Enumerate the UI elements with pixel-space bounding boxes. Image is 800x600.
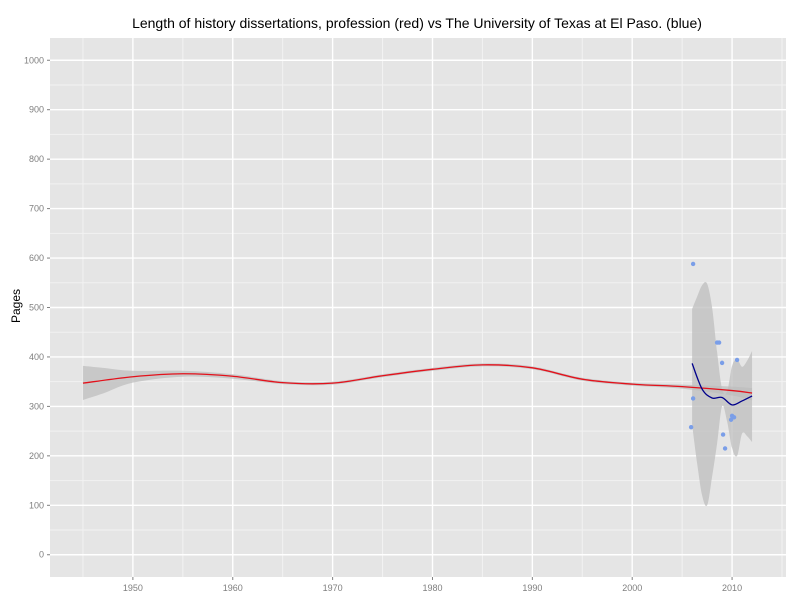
data-point [716,340,722,345]
y-tick-label: 100 [29,500,44,510]
y-axis-ticks: 0 100 200 300 400 500 600 700 800 900 1000 [24,55,50,560]
x-tick-label: 2000 [622,583,642,593]
x-axis-ticks: 1950 1960 1970 1980 1990 2000 2010 [123,577,742,593]
y-tick-label: 400 [29,352,44,362]
y-tick-label: 700 [29,204,44,214]
data-point [731,415,737,420]
data-points [688,261,740,451]
y-tick-label: 0 [39,550,44,560]
y-tick-label: 300 [29,401,44,411]
y-tick-label: 900 [29,105,44,115]
utep-trend-line [691,363,753,406]
data-point [722,446,728,451]
data-point [734,357,740,363]
data-point [688,424,694,430]
y-tick-label: 600 [29,253,44,263]
chart-title: Length of history dissertations, profess… [132,15,702,31]
profession-trend-line [82,364,753,394]
x-tick-label: 2010 [722,583,742,593]
grid-lines [50,38,786,577]
y-tick-label: 800 [29,154,44,164]
x-tick-label: 1980 [422,583,442,593]
data-point [719,360,725,366]
utep-confidence-band [692,282,753,507]
data-point [720,432,726,437]
x-tick-label: 1950 [123,583,143,593]
data-point [690,396,696,401]
data-point [728,417,734,422]
y-tick-label: 500 [29,303,44,313]
x-tick-label: 1960 [223,583,243,593]
smooth-lines [82,363,753,406]
data-point [690,261,696,267]
y-tick-label: 200 [29,451,44,461]
y-tick-label: 1000 [24,55,44,65]
y-axis-label: Pages [9,289,23,323]
x-tick-label: 1990 [522,583,542,593]
x-tick-label: 1970 [323,583,343,593]
